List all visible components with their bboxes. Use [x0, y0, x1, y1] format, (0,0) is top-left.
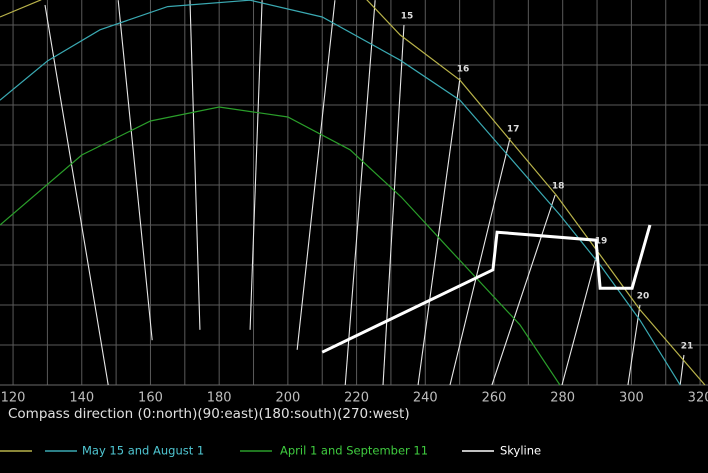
hour-line	[189, 0, 201, 330]
hour-line	[249, 0, 263, 330]
series-line	[0, 0, 706, 386]
x-tick-label: 220	[344, 391, 369, 406]
x-tick-label: 260	[482, 391, 507, 406]
legend-label: April 1 and September 11	[280, 444, 428, 458]
x-tick-label: 140	[69, 391, 94, 406]
hour-line	[344, 0, 376, 386]
x-tick-label: 180	[207, 391, 232, 406]
hour-line	[44, 4, 109, 386]
x-tick-label: 160	[138, 391, 163, 406]
series-line	[0, 106, 561, 386]
hour-line	[449, 137, 511, 386]
hour-label: 17	[507, 124, 520, 134]
hour-line	[491, 194, 556, 386]
x-tick-label: 120	[1, 391, 26, 406]
series-line	[321, 224, 652, 354]
x-tick-label: 240	[413, 391, 438, 406]
legend-label: May 15 and August 1	[82, 444, 204, 458]
x-axis-label: Compass direction (0:north)(90:east)(180…	[8, 406, 410, 422]
hour-line	[296, 0, 336, 350]
hour-label: 16	[457, 64, 470, 74]
hour-line	[382, 24, 405, 386]
hour-label: 19	[595, 236, 608, 246]
legend-label: Skyline	[500, 444, 541, 458]
x-tick-label: 300	[619, 391, 644, 406]
hour-label: 15	[401, 12, 414, 22]
x-tick-label: 200	[275, 391, 300, 406]
x-tick-label: 280	[550, 391, 575, 406]
hour-label: 18	[552, 182, 565, 192]
hour-label: 20	[637, 292, 650, 302]
hour-line	[561, 249, 599, 386]
hour-line	[417, 77, 461, 386]
hour-label: 21	[681, 342, 694, 352]
series-line	[0, 0, 681, 386]
x-tick-label: 320	[688, 391, 708, 406]
hour-line	[117, 0, 153, 341]
hour-label: 10	[42, 0, 55, 2]
